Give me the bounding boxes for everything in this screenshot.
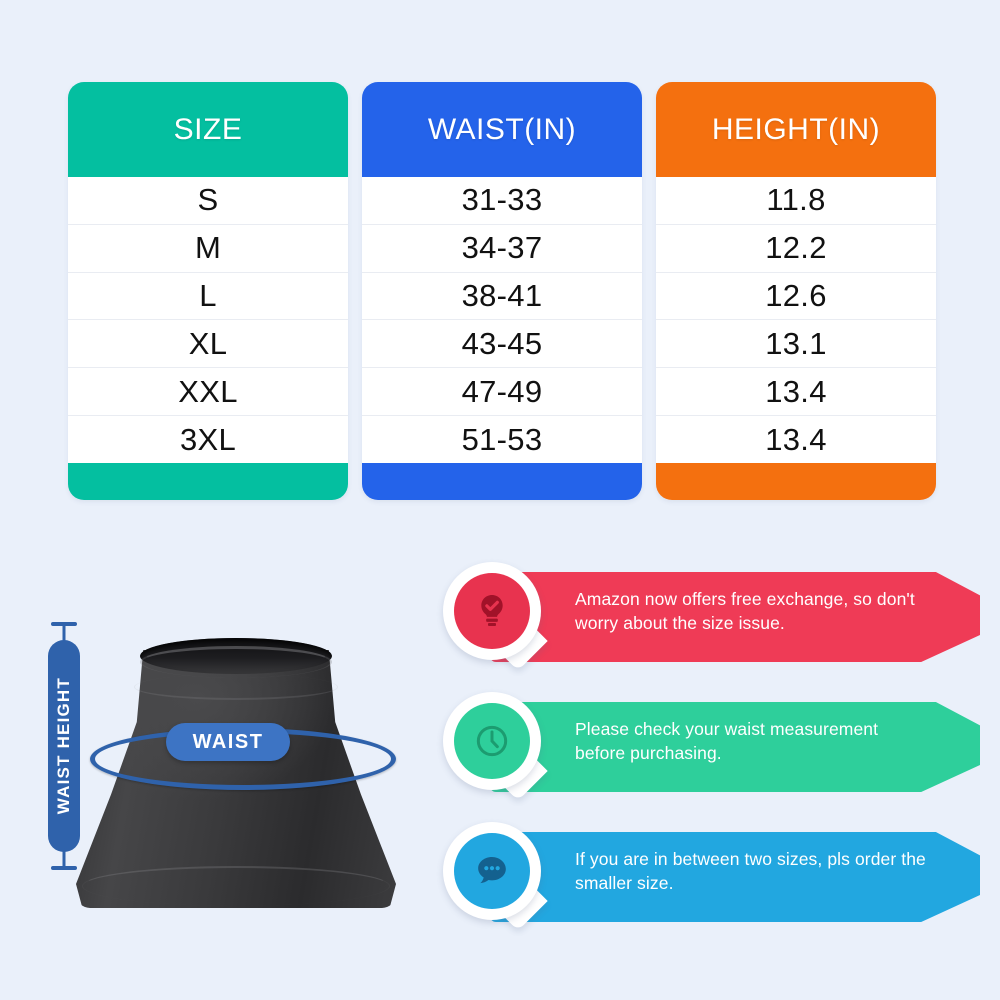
waist-height-pill: WAIST HEIGHT	[48, 640, 80, 852]
table-cell: XXL	[68, 368, 348, 417]
column-header-height: HEIGHT(IN)	[656, 82, 936, 177]
table-cell: M	[68, 224, 348, 273]
table-cell: 11.8	[656, 177, 936, 225]
banner-text: Amazon now offers free exchange, so don'…	[575, 589, 915, 633]
table-cell: 12.2	[656, 224, 936, 273]
waist-pill: WAIST	[166, 723, 290, 761]
measure-stem-bottom	[62, 848, 66, 870]
banner-badge	[440, 558, 548, 676]
size-chart-table: SIZE S M L XL XXL 3XL WAIST(IN) 31-33 34…	[68, 82, 936, 500]
table-column-height: HEIGHT(IN) 11.8 12.2 12.6 13.1 13.4 13.4	[656, 82, 936, 500]
table-cell: S	[68, 177, 348, 225]
measure-cap-bottom	[51, 866, 77, 870]
info-banner-measure: Please check your waist measurement befo…	[440, 688, 980, 806]
table-cell: 34-37	[362, 224, 642, 273]
info-banner-exchange: Amazon now offers free exchange, so don'…	[440, 558, 980, 676]
lightbulb-check-icon	[472, 591, 512, 631]
column-header-waist: WAIST(IN)	[362, 82, 642, 177]
column-footer-size	[68, 463, 348, 500]
table-cell: 13.1	[656, 320, 936, 369]
badge-disc	[454, 703, 530, 779]
table-cell: 47-49	[362, 368, 642, 417]
waist-label: WAIST	[192, 730, 264, 753]
band-hem	[82, 866, 390, 906]
band-stitching	[134, 674, 338, 700]
table-cell: 51-53	[362, 416, 642, 463]
waist-trainer-image: WAIST	[76, 608, 396, 908]
column-footer-waist	[362, 463, 642, 500]
table-column-waist: WAIST(IN) 31-33 34-37 38-41 43-45 47-49 …	[362, 82, 642, 500]
chat-bubble-icon	[472, 851, 512, 891]
banner-badge	[440, 688, 548, 806]
banner-ribbon	[490, 832, 980, 922]
waist-height-indicator: WAIST HEIGHT	[42, 622, 86, 870]
band-opening-rim	[140, 646, 332, 678]
measure-stem-top	[62, 622, 66, 644]
table-cell: 13.4	[656, 368, 936, 417]
table-cell: 13.4	[656, 416, 936, 463]
column-body-waist: 31-33 34-37 38-41 43-45 47-49 51-53	[362, 177, 642, 463]
column-body-size: S M L XL XXL 3XL	[68, 177, 348, 463]
column-body-height: 11.8 12.2 12.6 13.1 13.4 13.4	[656, 177, 936, 463]
table-cell: 31-33	[362, 177, 642, 225]
badge-disc	[454, 573, 530, 649]
clock-icon	[472, 721, 512, 761]
table-cell: 38-41	[362, 272, 642, 321]
table-cell: 3XL	[68, 416, 348, 463]
banner-ribbon	[490, 572, 980, 662]
table-cell: 43-45	[362, 320, 642, 369]
banner-badge	[440, 818, 548, 936]
product-illustration: WAIST HEIGHT WAIST	[20, 560, 430, 970]
waist-height-label: WAIST HEIGHT	[54, 677, 73, 815]
column-header-size: SIZE	[68, 82, 348, 177]
table-cell: XL	[68, 320, 348, 369]
banner-ribbon	[490, 702, 980, 792]
table-column-size: SIZE S M L XL XXL 3XL	[68, 82, 348, 500]
column-footer-height	[656, 463, 936, 500]
badge-disc	[454, 833, 530, 909]
info-banner-list: Amazon now offers free exchange, so don'…	[440, 558, 980, 970]
table-cell: 12.6	[656, 272, 936, 321]
banner-text: If you are in between two sizes, pls ord…	[575, 849, 926, 893]
table-cell: L	[68, 272, 348, 321]
banner-text: Please check your waist measurement befo…	[575, 719, 879, 763]
info-banner-sizing: If you are in between two sizes, pls ord…	[440, 818, 980, 936]
